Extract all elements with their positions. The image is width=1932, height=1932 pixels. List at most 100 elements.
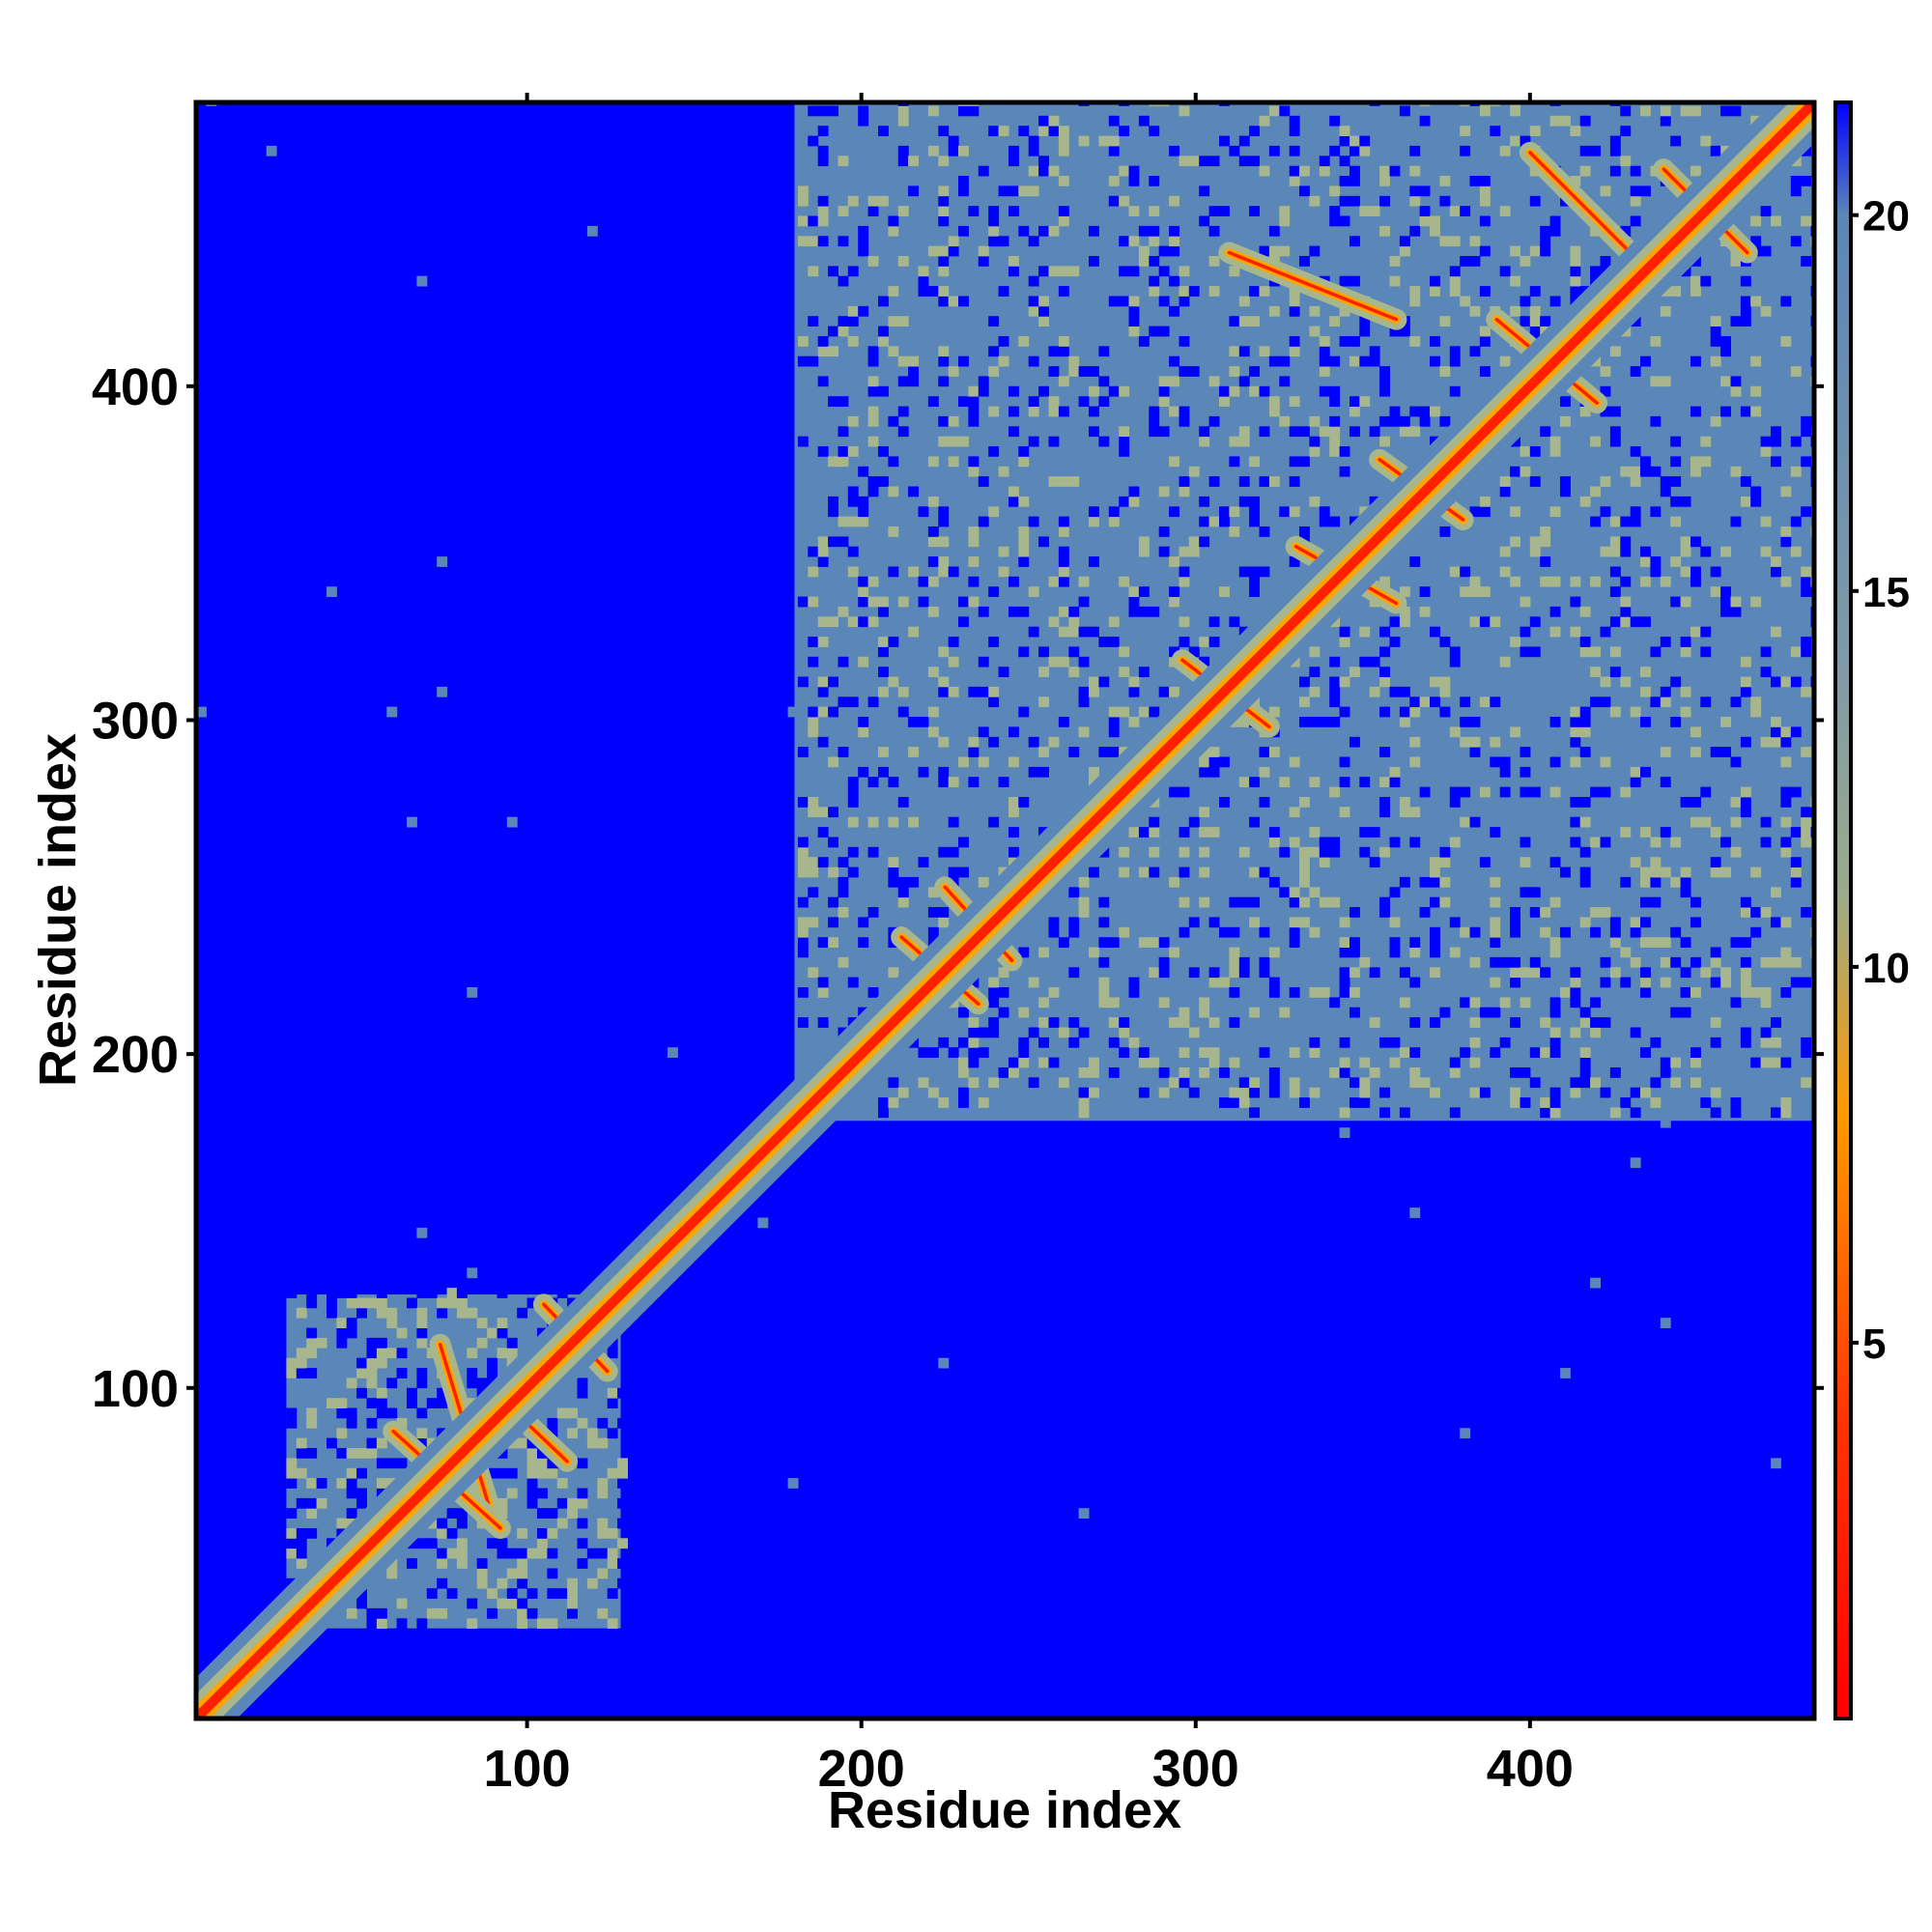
heatmap-cell [1499, 546, 1511, 557]
heatmap-cell [1579, 1057, 1591, 1068]
x-axis-title: Residue index [828, 1781, 1181, 1839]
heatmap-cell [1289, 176, 1300, 186]
heatmap-cell [888, 816, 899, 828]
heatmap-cell [1640, 466, 1651, 477]
heatmap-cell [1479, 176, 1491, 186]
heatmap-cell [296, 1307, 307, 1319]
heatmap-cell [968, 385, 980, 397]
heatmap-cell [1339, 1057, 1350, 1068]
heatmap-cell [1379, 436, 1390, 447]
heatmap-cell [1419, 115, 1431, 127]
heatmap-cell [1089, 426, 1099, 438]
heatmap-cell [577, 1387, 588, 1399]
heatmap-cell [1620, 576, 1632, 587]
heatmap-cell [968, 747, 980, 757]
heatmap-cell [1540, 1107, 1551, 1119]
heatmap-cell [286, 1508, 298, 1519]
heatmap-cell [1469, 256, 1481, 267]
heatmap-cell [797, 926, 809, 938]
heatmap-cell [1339, 195, 1350, 207]
heatmap-cell [1369, 426, 1380, 438]
heatmap-cell [847, 846, 859, 858]
heatmap-cell [1208, 225, 1220, 237]
heatmap-cell [1268, 827, 1280, 838]
heatmap-cell [1119, 126, 1130, 136]
heatmap-cell [998, 967, 1009, 979]
heatmap-cell [1179, 896, 1190, 908]
heatmap-cell [1048, 126, 1060, 136]
heatmap-cell [828, 706, 838, 718]
heatmap-cell [847, 305, 859, 317]
heatmap-cell [1058, 546, 1069, 557]
heatmap-cell [797, 236, 809, 247]
heatmap-cell [426, 1398, 438, 1408]
heatmap-cell [1801, 256, 1812, 267]
heatmap-cell [668, 1047, 678, 1058]
heatmap-cell [1560, 396, 1571, 407]
heatmap-cell [1309, 1087, 1321, 1098]
heatmap-cell [1520, 857, 1531, 867]
heatmap-cell [1028, 516, 1039, 527]
heatmap-cell [1449, 1067, 1461, 1078]
heatmap-cell [497, 1467, 508, 1479]
heatmap-cell [327, 1398, 337, 1408]
heatmap-cell [1690, 286, 1701, 297]
heatmap-cell [1780, 797, 1792, 808]
heatmap-cell [1309, 777, 1321, 787]
heatmap-cell [1138, 336, 1150, 347]
heatmap-cell [1710, 1037, 1721, 1048]
heatmap-cell [1660, 827, 1671, 838]
heatmap-cell [306, 1417, 318, 1429]
heatmap-cell [1600, 956, 1611, 968]
heatmap-cell [1419, 696, 1431, 708]
heatmap-cell [1158, 245, 1170, 257]
heatmap-cell [858, 115, 869, 127]
heatmap-cell [1510, 275, 1520, 287]
heatmap-cell [1771, 215, 1781, 227]
heatmap-cell [1058, 376, 1069, 387]
heatmap-cell [1409, 556, 1421, 567]
heatmap-cell [1229, 145, 1240, 156]
heatmap-cell [1279, 245, 1291, 257]
heatmap-cell [1680, 646, 1691, 658]
heatmap-cell [1460, 696, 1471, 708]
heatmap-cell [346, 1378, 357, 1389]
heatmap-cell [1540, 576, 1551, 587]
heatmap-cell [1158, 486, 1170, 497]
heatmap-cell [1590, 667, 1601, 677]
heatmap-cell [1158, 1067, 1170, 1078]
heatmap-cell [1138, 606, 1150, 617]
heatmap-cell [817, 215, 829, 227]
heatmap-cell [1089, 516, 1099, 527]
heatmap-cell [958, 616, 969, 628]
heatmap-cell [1289, 1047, 1300, 1058]
heatmap-cell [1670, 456, 1682, 468]
heatmap-cell [1268, 987, 1280, 998]
heatmap-cell [1038, 667, 1049, 677]
heatmap-cell [1158, 385, 1170, 397]
heatmap-cell [808, 215, 819, 227]
heatmap-cell [1359, 206, 1371, 216]
heatmap-cell [1510, 1087, 1520, 1098]
heatmap-cell [948, 846, 959, 858]
heatmap-cell [306, 1327, 318, 1339]
heatmap-cell [1720, 717, 1731, 727]
heatmap-cell [1520, 1067, 1531, 1078]
heatmap-cell [1660, 576, 1671, 587]
heatmap-cell [1268, 1087, 1280, 1098]
heatmap-cell [1730, 696, 1742, 708]
heatmap-cell [1018, 185, 1030, 197]
heatmap-cell [988, 366, 1000, 377]
heatmap-cell [1790, 466, 1802, 477]
heatmap-cell [918, 857, 929, 867]
heatmap-cell [1590, 837, 1601, 848]
heatmap-cell [1609, 616, 1621, 628]
heatmap-cell [1199, 426, 1210, 438]
heatmap-cell [958, 225, 969, 237]
heatmap-cell [1249, 286, 1260, 297]
heatmap-cell [1510, 956, 1520, 968]
heatmap-cell [1399, 876, 1410, 888]
heatmap-cell [1640, 827, 1651, 838]
heatmap-cell [1730, 256, 1742, 267]
